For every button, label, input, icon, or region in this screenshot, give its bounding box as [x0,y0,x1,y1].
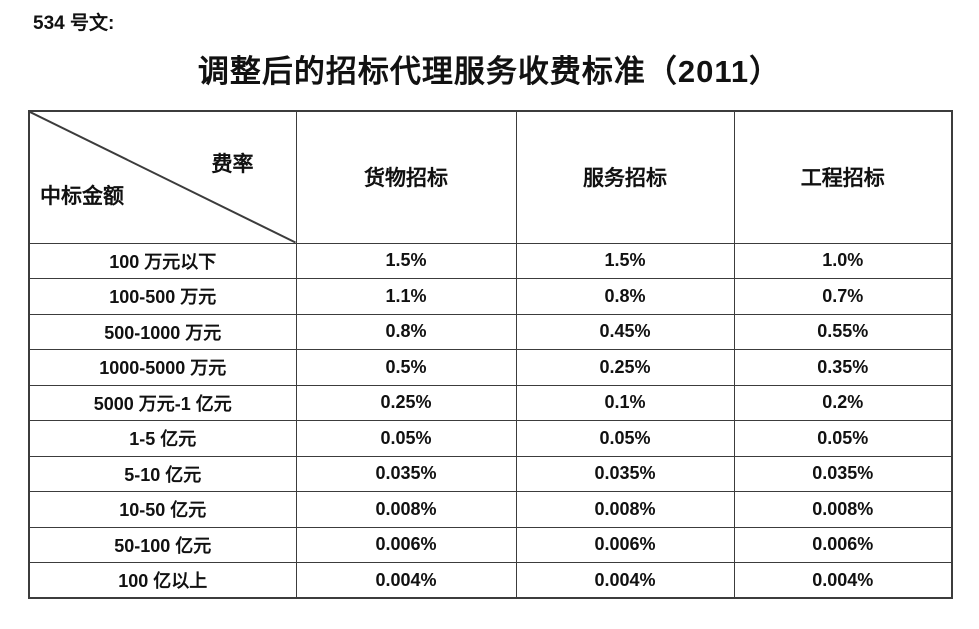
table-row: 5-10 亿元 0.035% 0.035% 0.035% [28,455,953,492]
rate-cell: 0.2% [733,384,953,421]
table-row: 1000-5000 万元 0.5% 0.25% 0.35% [28,349,953,386]
table-row: 10-50 亿元 0.008% 0.008% 0.008% [28,491,953,528]
rate-cell: 0.05% [733,420,953,457]
fee-rate-table: 费率 中标金额 货物招标 服务招标 工程招标 100 万元以下 1.5% 1.5… [28,110,953,599]
rate-cell: 0.035% [295,455,517,492]
rate-cell: 1.0% [733,242,953,279]
table-row: 100 万元以下 1.5% 1.5% 1.0% [28,242,953,279]
rate-cell: 0.004% [515,562,735,599]
row-label-cell: 1-5 亿元 [28,420,297,457]
rate-cell: 1.5% [295,242,517,279]
table-row: 50-100 亿元 0.006% 0.006% 0.006% [28,526,953,563]
diagonal-corner-cell: 费率 中标金额 [28,110,297,244]
row-label-cell: 10-50 亿元 [28,491,297,528]
rate-cell: 0.035% [515,455,735,492]
rate-cell: 0.008% [733,491,953,528]
rate-cell: 0.008% [515,491,735,528]
diagonal-divider-line [30,112,296,243]
table-row: 100 亿以上 0.004% 0.004% 0.004% [28,562,953,599]
rate-cell: 0.7% [733,278,953,315]
rate-cell: 0.8% [515,278,735,315]
rate-cell: 0.35% [733,349,953,386]
rate-cell: 0.25% [295,384,517,421]
rate-cell: 1.5% [515,242,735,279]
rate-cell: 0.008% [295,491,517,528]
row-label-cell: 100 亿以上 [28,562,297,599]
rate-cell: 0.55% [733,313,953,350]
column-header-engineering: 工程招标 [733,110,953,244]
row-label-cell: 100-500 万元 [28,278,297,315]
table-row: 5000 万元-1 亿元 0.25% 0.1% 0.2% [28,384,953,421]
corner-label-amount: 中标金额 [40,184,124,208]
row-label-cell: 1000-5000 万元 [28,349,297,386]
rate-cell: 0.006% [515,526,735,563]
row-label-cell: 500-1000 万元 [28,313,297,350]
rate-cell: 0.004% [295,562,517,599]
corner-label-rate: 费率 [211,153,254,176]
table-row: 1-5 亿元 0.05% 0.05% 0.05% [28,420,953,457]
row-label-cell: 5-10 亿元 [28,455,297,492]
rate-cell: 0.035% [733,455,953,492]
rate-cell: 0.004% [733,562,953,599]
rate-cell: 0.1% [515,384,735,421]
rate-cell: 0.006% [295,526,517,563]
rate-cell: 0.5% [295,349,517,386]
rate-cell: 0.05% [295,420,517,457]
rate-cell: 0.05% [515,420,735,457]
rate-cell: 0.8% [295,313,517,350]
row-label-cell: 100 万元以下 [28,242,297,279]
rate-cell: 0.25% [515,349,735,386]
table-header-row: 费率 中标金额 货物招标 服务招标 工程招标 [28,110,953,244]
row-label-cell: 5000 万元-1 亿元 [28,384,297,421]
rate-cell: 0.45% [515,313,735,350]
table-row: 500-1000 万元 0.8% 0.45% 0.55% [28,313,953,350]
rate-cell: 0.006% [733,526,953,563]
rate-cell: 1.1% [295,278,517,315]
column-header-goods: 货物招标 [295,110,517,244]
page-title: 调整后的招标代理服务收费标准（2011） [197,54,782,89]
row-label-cell: 50-100 亿元 [28,526,297,563]
doc-number-label: 534 号文: [33,13,115,34]
table-row: 100-500 万元 1.1% 0.8% 0.7% [28,278,953,315]
column-header-services: 服务招标 [515,110,735,244]
